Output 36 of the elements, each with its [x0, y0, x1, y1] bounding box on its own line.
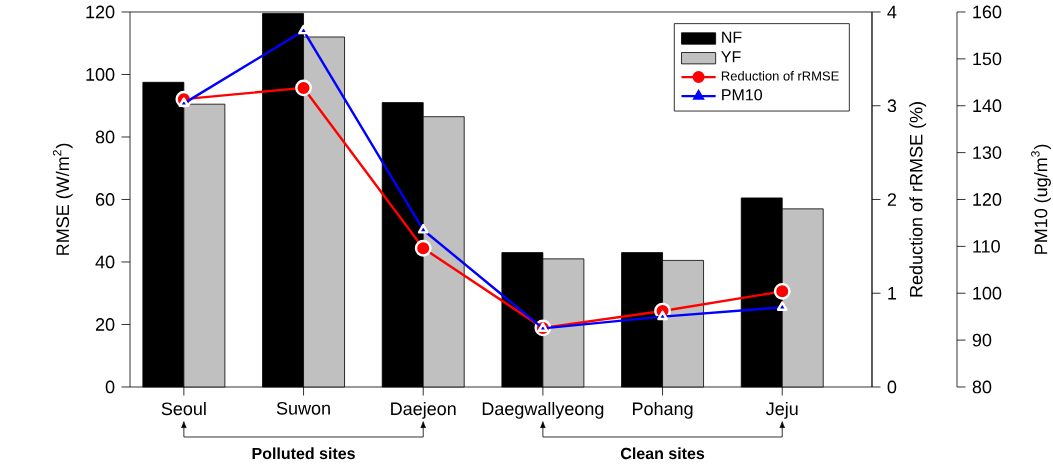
y-tick-label: 0	[105, 380, 115, 394]
x-tick-label: Suwon	[276, 401, 330, 415]
y-tick-label: 80	[95, 130, 115, 144]
y-tick-label: 120	[86, 5, 115, 19]
x-tick-label: Jeju	[766, 401, 798, 419]
y-tick-label: 60	[95, 193, 115, 206]
y3-tick-label: 80	[972, 380, 992, 394]
text: Clean sites	[620, 447, 705, 460]
y2-axis-title: Reduction of rRMSE (%)	[909, 102, 927, 297]
y2-tick-label: 4	[887, 5, 897, 19]
legend-label: PM10	[722, 89, 763, 101]
y3-tick-label: 110	[973, 239, 1000, 253]
x-tick-label: Daejeon	[391, 401, 456, 419]
y-axis-title: RMSE (W/m$^{2}$)	[52, 143, 73, 255]
y3-tick-label: 90	[972, 333, 992, 347]
y2-tick-label: 0	[887, 380, 897, 394]
y-tick-label: 40	[95, 255, 115, 269]
y3-tick-label: 140	[973, 99, 1002, 113]
y3-tick-label: 160	[973, 5, 1002, 19]
y2-tick-label: 2	[887, 193, 897, 206]
y3-tick-label: 120	[973, 193, 1002, 206]
y3-tick-label: 150	[973, 52, 1002, 66]
legend-label: YF	[721, 51, 741, 63]
legend-label: NF	[722, 31, 742, 43]
x-tick-label: Seoul	[161, 401, 206, 416]
text: Polluted sites	[252, 447, 355, 460]
y2-tick-label: 1	[888, 287, 897, 300]
y3-tick-label: 100	[973, 286, 1002, 300]
y3-tick-label: 130	[973, 146, 1002, 159]
x-tick-label: Daegwallyeong	[482, 401, 604, 419]
y3-axis-title: PM10 (ug/m$^{3}$)	[1031, 144, 1051, 254]
y-tick-label: 20	[95, 318, 115, 331]
x-tick-label: Pohang	[633, 401, 693, 419]
y-tick-label: 100	[86, 68, 115, 81]
legend-label: Reduction of rRMSE	[721, 71, 839, 81]
y2-tick-label: 3	[887, 99, 897, 113]
